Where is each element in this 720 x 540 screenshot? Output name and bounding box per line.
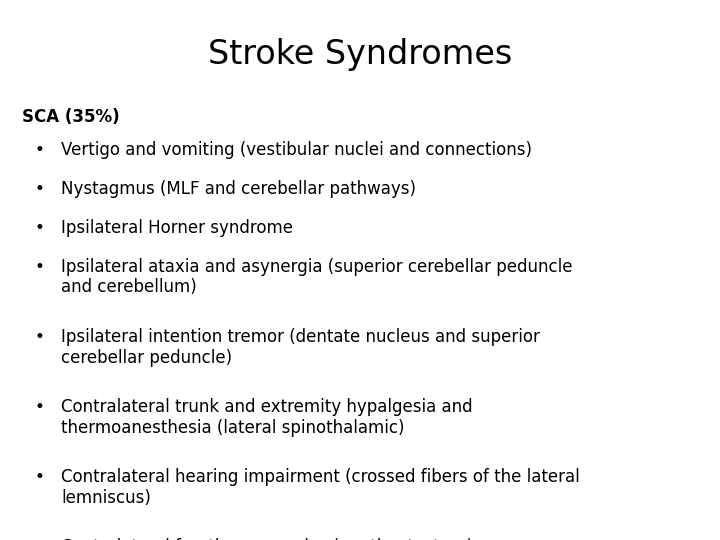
Text: Contralateral trunk and extremity hypalgesia and
thermoanesthesia (lateral spino: Contralateral trunk and extremity hypalg… bbox=[61, 398, 473, 437]
Text: •: • bbox=[35, 180, 45, 198]
Text: Nystagmus (MLF and cerebellar pathways): Nystagmus (MLF and cerebellar pathways) bbox=[61, 180, 416, 198]
Text: •: • bbox=[35, 258, 45, 276]
Text: Vertigo and vomiting (vestibular nuclei and connections): Vertigo and vomiting (vestibular nuclei … bbox=[61, 141, 532, 159]
Text: •: • bbox=[35, 141, 45, 159]
Text: •: • bbox=[35, 219, 45, 237]
Text: •: • bbox=[35, 538, 45, 540]
Text: Contralateral hearing impairment (crossed fibers of the lateral
lemniscus): Contralateral hearing impairment (crosse… bbox=[61, 468, 580, 507]
Text: Ipsilateral Horner syndrome: Ipsilateral Horner syndrome bbox=[61, 219, 293, 237]
Text: Ipsilateral intention tremor (dentate nucleus and superior
cerebellar peduncle): Ipsilateral intention tremor (dentate nu… bbox=[61, 328, 540, 367]
Text: •: • bbox=[35, 398, 45, 416]
Text: •: • bbox=[35, 468, 45, 487]
Text: •: • bbox=[35, 328, 45, 346]
Text: SCA (35%): SCA (35%) bbox=[22, 108, 120, 126]
Text: Contralateral fourth nerve palsy (pontine tectum): Contralateral fourth nerve palsy (pontin… bbox=[61, 538, 473, 540]
Text: Ipsilateral ataxia and asynergia (superior cerebellar peduncle
and cerebellum): Ipsilateral ataxia and asynergia (superi… bbox=[61, 258, 572, 296]
Text: Stroke Syndromes: Stroke Syndromes bbox=[208, 38, 512, 71]
